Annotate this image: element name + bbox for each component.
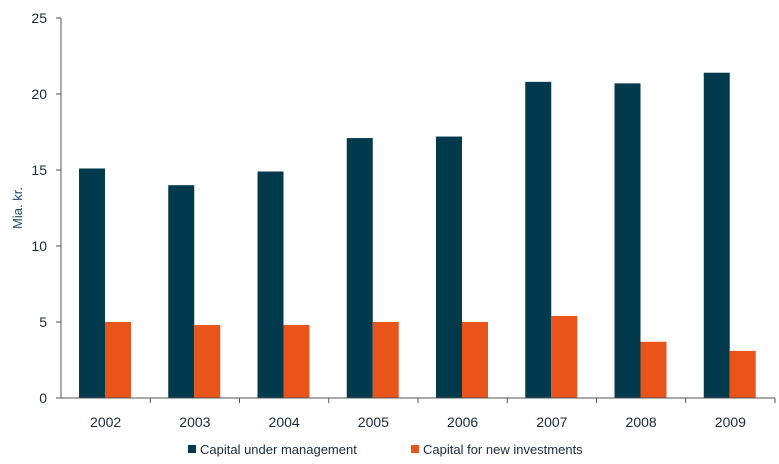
bar-capital-for-new-investments-2006: [462, 322, 488, 398]
x-tick-label-2005: 2005: [358, 414, 389, 430]
axes-group: [60, 18, 775, 399]
bars-group: [79, 72, 756, 399]
x-tick-label-2008: 2008: [626, 414, 657, 430]
legend: Capital under management Capital for new…: [188, 442, 583, 457]
x-tick-label-2009: 2009: [715, 414, 746, 430]
bar-capital-for-new-investments-2003: [194, 325, 221, 398]
x-tick-label-2004: 2004: [269, 414, 300, 430]
y-ticks-group: 0 5 10 15 20 25: [31, 10, 61, 406]
x-tick-label-2006: 2006: [447, 414, 478, 430]
y-tick-label: 5: [39, 314, 47, 330]
x-tick-label-2007: 2007: [536, 414, 567, 430]
x-tick-label-2002: 2002: [90, 414, 121, 430]
legend-label-capital-for-new-investments: Capital for new investments: [423, 442, 583, 457]
bar-capital-under-management-2009: [703, 72, 730, 398]
legend-swatch-capital-for-new-investments: [411, 445, 419, 453]
bar-capital-under-management-2007: [525, 81, 552, 398]
bar-capital-under-management-2005: [346, 138, 373, 398]
y-tick-label: 10: [31, 238, 47, 254]
bar-capital-for-new-investments-2007: [551, 315, 578, 398]
bar-capital-for-new-investments-2009: [729, 350, 756, 398]
bar-capital-under-management-2006: [436, 136, 462, 398]
x-tick-label-2003: 2003: [179, 414, 210, 430]
bar-capital-for-new-investments-2004: [283, 325, 310, 398]
legend-swatch-capital-under-management: [188, 445, 196, 453]
y-tick-label: 0: [39, 390, 47, 406]
bar-capital-for-new-investments-2005: [372, 322, 399, 398]
bar-capital-under-management-2002: [79, 168, 105, 398]
bar-capital-for-new-investments-2008: [640, 341, 667, 398]
y-tick-label: 15: [31, 162, 47, 178]
bar-capital-for-new-investments-2002: [105, 322, 131, 398]
bar-capital-under-management-2003: [168, 185, 195, 398]
y-axis-label: Mia. kr.: [10, 187, 25, 229]
legend-label-capital-under-management: Capital under management: [200, 442, 357, 457]
x-ticks-group: 2002 2003 2004 2005 2006 2007 2008 2009: [90, 398, 776, 430]
bar-capital-under-management-2008: [614, 83, 641, 399]
bar-capital-under-management-2004: [257, 171, 284, 398]
y-tick-label: 20: [31, 86, 47, 102]
y-tick-label: 25: [31, 10, 47, 26]
